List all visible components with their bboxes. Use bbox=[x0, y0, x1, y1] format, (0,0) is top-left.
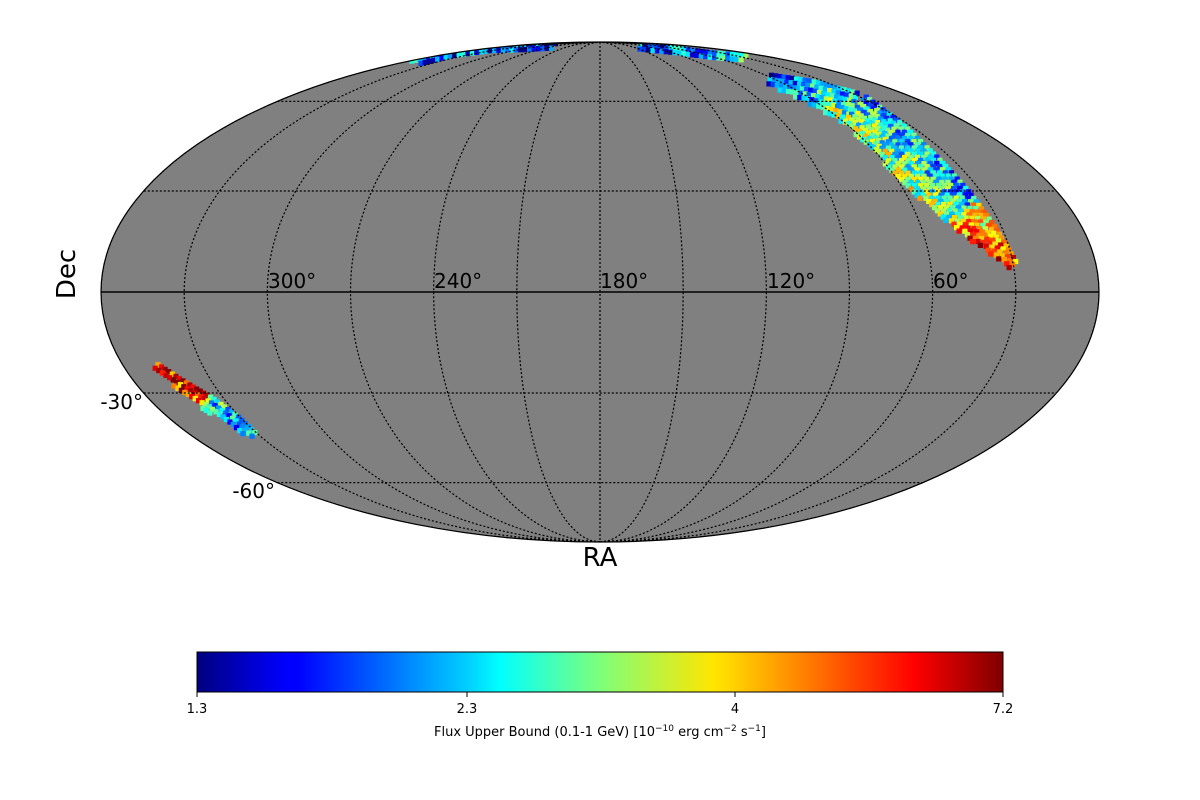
meridian-line bbox=[599, 42, 1017, 542]
meridian-line bbox=[266, 42, 601, 542]
ra-tick-label: 240° bbox=[434, 269, 482, 293]
x-axis-title: RA bbox=[583, 543, 618, 573]
colorbar-tick-label: 7.2 bbox=[993, 702, 1014, 717]
dec-tick-label: -30° bbox=[100, 390, 143, 414]
ra-tick-label: 60° bbox=[933, 269, 968, 293]
colorbar-label: Flux Upper Bound (0.1-1 GeV) [10−10 erg … bbox=[434, 724, 766, 740]
ra-tick-label: 180° bbox=[600, 269, 648, 293]
dec-tick-label: -60° bbox=[232, 479, 275, 503]
ra-tick-label: 300° bbox=[268, 269, 316, 293]
colorbar-tick-label: 4 bbox=[731, 702, 739, 717]
colorbar-tick-label: 1.3 bbox=[187, 702, 208, 717]
colorbar bbox=[196, 651, 1004, 693]
meridian-line bbox=[599, 42, 767, 542]
flux-data-regions bbox=[152, 42, 1019, 439]
ra-tick-label: 120° bbox=[767, 269, 815, 293]
meridian-line bbox=[433, 42, 601, 542]
colorbar-tick-label: 2.3 bbox=[457, 702, 478, 717]
map-boundary bbox=[100, 41, 1100, 543]
y-axis-title: Dec bbox=[52, 249, 82, 299]
